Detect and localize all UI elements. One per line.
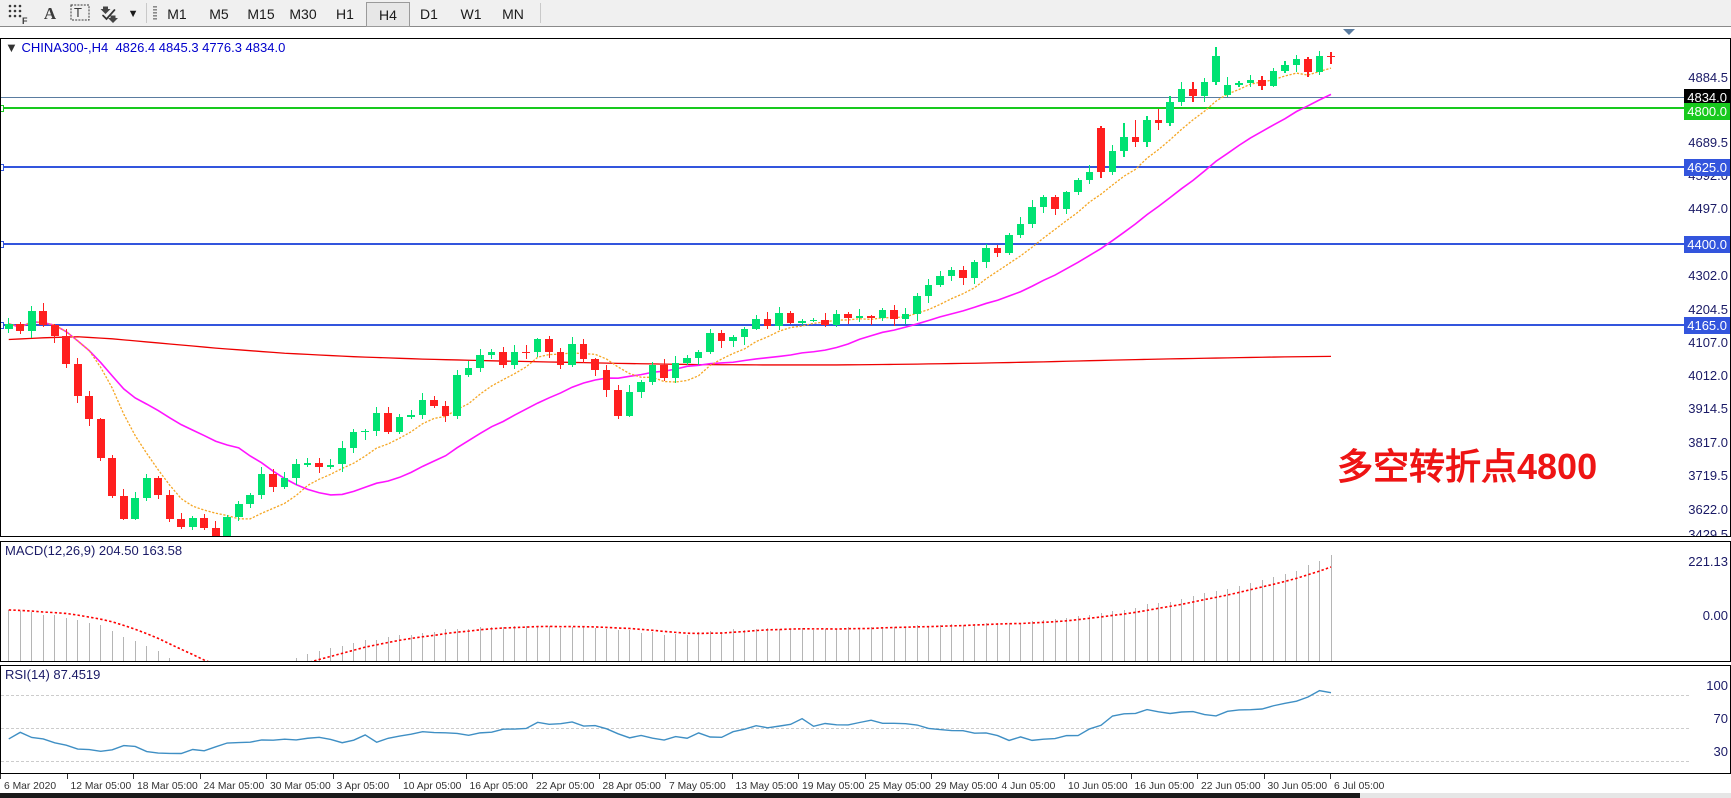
svg-text:F: F — [22, 16, 28, 26]
svg-text:T: T — [74, 5, 82, 20]
